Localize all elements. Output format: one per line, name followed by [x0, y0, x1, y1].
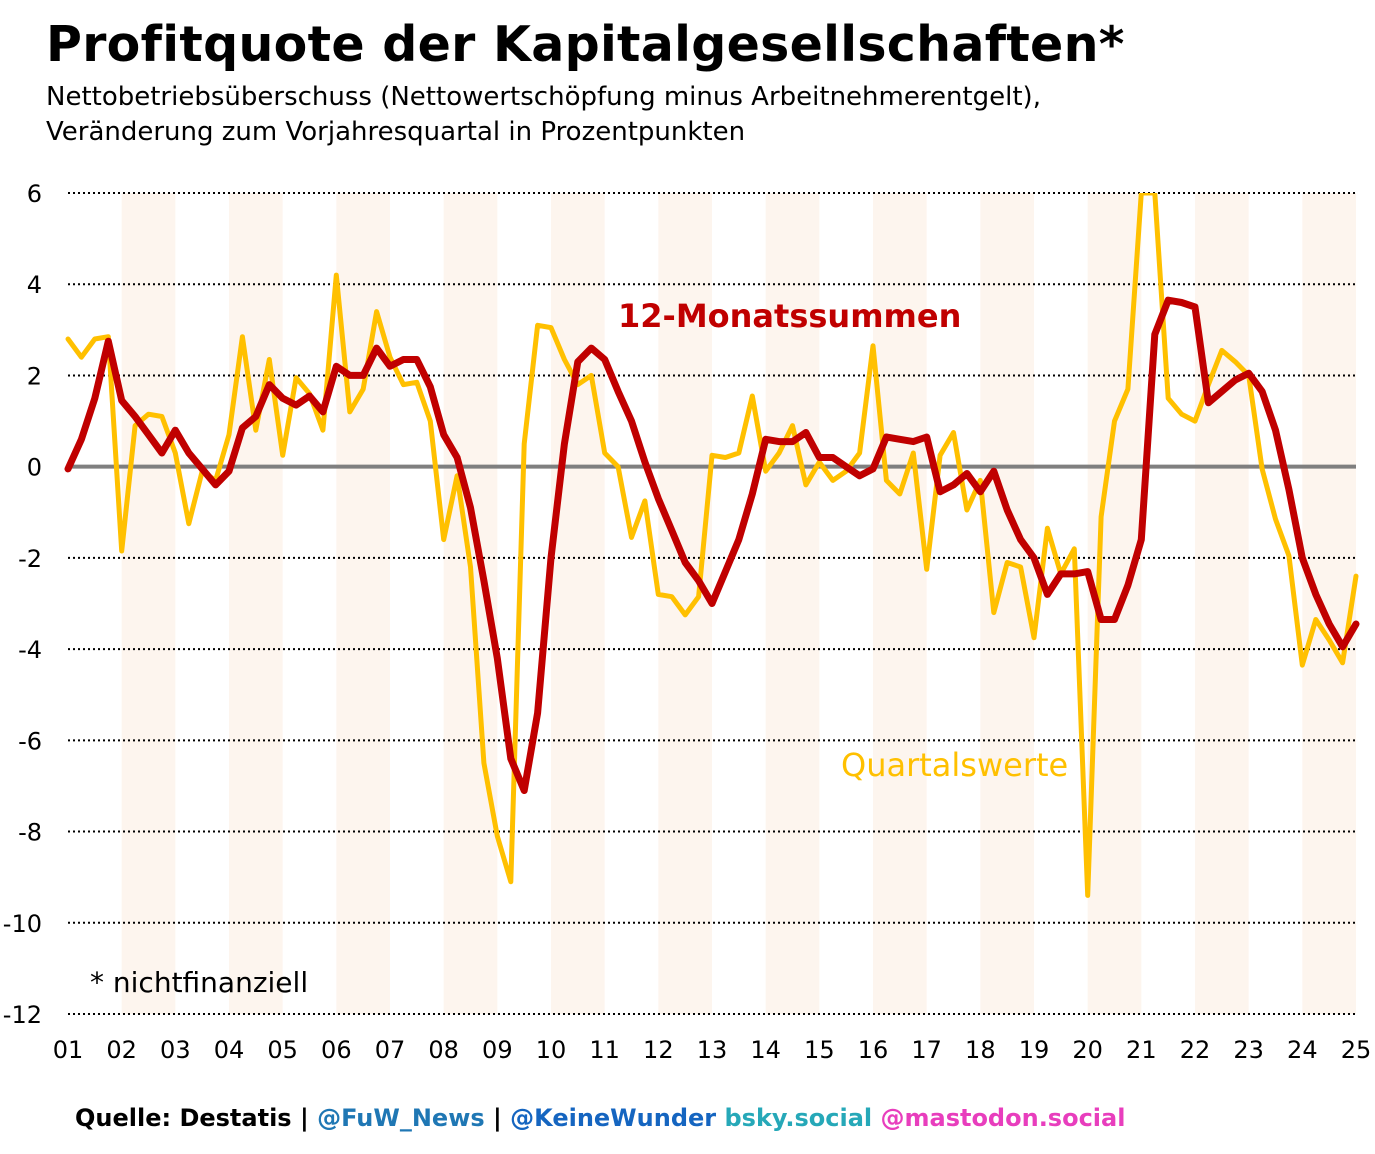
year-band [121, 193, 176, 1014]
x-tick-label: 16 [858, 1036, 889, 1064]
y-tick-label: 0 [27, 454, 42, 482]
year-band [873, 193, 927, 1014]
chart-subtitle-line2: Veränderung zum Vorjahresquartal in Proz… [46, 117, 746, 147]
x-tick-label: 24 [1287, 1036, 1318, 1064]
y-tick-label: 4 [27, 271, 42, 299]
separator: | [291, 1104, 318, 1132]
x-tick-label: 02 [106, 1036, 137, 1064]
chart-subtitle-line1: Nettobetriebsüberschuss (Nettowertschöpf… [46, 82, 1041, 112]
series-quartalswerte [65, 193, 1359, 898]
x-tick-label: 08 [428, 1036, 459, 1064]
year-band [1195, 193, 1249, 1014]
x-tick-label: 20 [1072, 1036, 1103, 1064]
x-tick-label: 09 [482, 1036, 513, 1064]
year-band [765, 193, 820, 1014]
y-tick-label: 6 [27, 180, 42, 208]
series-lines [64, 193, 1360, 898]
year-band [336, 193, 390, 1014]
series-label-quarterly: Quartalswerte [841, 746, 1068, 784]
x-tick-label: 15 [804, 1036, 835, 1064]
y-tick-label: -10 [3, 910, 42, 938]
x-tick-label: 04 [214, 1036, 245, 1064]
year-band [551, 193, 605, 1014]
year-bands [121, 193, 1356, 1014]
x-tick-label: 19 [1019, 1036, 1050, 1064]
y-tick-label: -2 [18, 545, 42, 573]
x-tick-label: 06 [321, 1036, 352, 1064]
x-tick-label: 12 [643, 1036, 674, 1064]
series-label-annual: 12-Monatssummen [618, 297, 961, 335]
x-tick-label: 23 [1233, 1036, 1264, 1064]
x-axis-ticks: 01 02 03 04 05 06 07 08 09 10 11 12 13 14 15 16 17 18 19 20… [53, 1036, 1372, 1064]
x-tick-label: 05 [267, 1036, 298, 1064]
x-tick-label: 03 [160, 1036, 191, 1064]
source-text: Quelle: Destatis [75, 1104, 292, 1132]
x-tick-label: 07 [375, 1036, 406, 1064]
x-tick-label: 18 [965, 1036, 996, 1064]
x-tick-label: 25 [1341, 1036, 1372, 1064]
y-axis-ticks: 6 4 2 0 -2 -4 -6 -8 -10 -12 [3, 180, 42, 1029]
footer-source: Quelle: Destatis | @FuW_News | @KeineWun… [75, 1104, 1125, 1132]
x-tick-label: 11 [589, 1036, 620, 1064]
handle-bsky[interactable]: bsky.social [724, 1104, 873, 1132]
year-band [229, 193, 283, 1014]
y-tick-label: -8 [18, 819, 42, 847]
x-tick-label: 10 [536, 1036, 567, 1064]
x-tick-label: 14 [750, 1036, 781, 1064]
series-12-monatssummen [64, 296, 1360, 794]
year-band [658, 193, 712, 1014]
x-tick-label: 01 [53, 1036, 84, 1064]
footnote: * nichtfinanziell [90, 966, 308, 999]
handle-keinewunder[interactable]: @KeineWunder [510, 1104, 717, 1132]
y-tick-label: -6 [18, 727, 42, 755]
handle-fuw-news[interactable]: @FuW_News [317, 1104, 485, 1132]
y-tick-label: 2 [27, 362, 42, 390]
x-tick-label: 17 [911, 1036, 942, 1064]
y-tick-label: -12 [3, 1001, 42, 1029]
y-tick-label: -4 [18, 636, 42, 664]
separator: | [484, 1104, 511, 1132]
year-band [1302, 193, 1356, 1014]
x-tick-label: 21 [1126, 1036, 1157, 1064]
x-tick-label: 22 [1180, 1036, 1211, 1064]
x-tick-label: 13 [697, 1036, 728, 1064]
chart-title: Profitquote der Kapitalgesellschaften* [46, 16, 1125, 73]
handle-mastodon[interactable]: @mastodon.social [880, 1104, 1126, 1132]
